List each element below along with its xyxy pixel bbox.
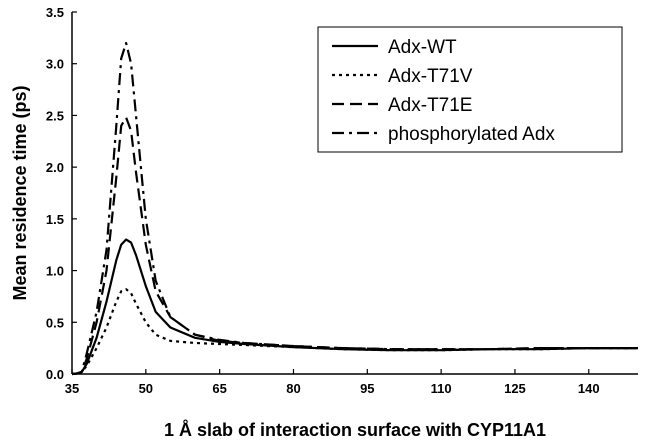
legend-label-1: Adx-WT [388,37,457,58]
plot-area [71,41,638,376]
y-tick-label: 2.0 [46,160,64,175]
legend-label-4: phosphorylated Adx [388,124,555,145]
legend-box [317,26,623,153]
y-tick-label: 0.5 [46,315,64,330]
y-axis-title: Mean residence time (ps) [10,85,30,300]
series-line-2 [71,288,638,376]
legend-label-2: Adx-T71V [388,66,473,87]
x-tick-label: 95 [360,381,374,396]
series-line-4 [71,41,638,376]
y-tick-label: 2.5 [46,108,64,123]
series-line-1 [71,238,638,376]
y-tick-label: 1.5 [46,212,64,227]
y-tick-label: 0.0 [46,367,64,382]
y-tick-label: 3.5 [46,5,64,20]
y-ticks: 0.0 0.5 1.0 1.5 2.0 2.5 3.0 3.5 [46,5,77,382]
series-line-3 [71,116,638,376]
x-tick-label: 80 [286,381,300,396]
x-ticks: 35 50 65 80 95 110 125 140 [65,369,600,396]
y-tick-label: 3.0 [46,57,64,72]
x-tick-label: 65 [212,381,226,396]
x-tick-label: 50 [139,381,153,396]
x-tick-label: 110 [431,381,452,396]
x-tick-label: 140 [578,381,600,396]
y-tick-label: 1.0 [46,264,64,279]
x-tick-label: 125 [504,381,526,396]
x-tick-label: 35 [65,381,79,396]
legend: Adx-WT Adx-T71V Adx-T71E phosphorylated Adx [317,26,623,153]
legend-label-3: Adx-T71E [388,95,472,116]
x-axis-title: 1 Å slab of interaction surface with CYP… [164,420,546,440]
